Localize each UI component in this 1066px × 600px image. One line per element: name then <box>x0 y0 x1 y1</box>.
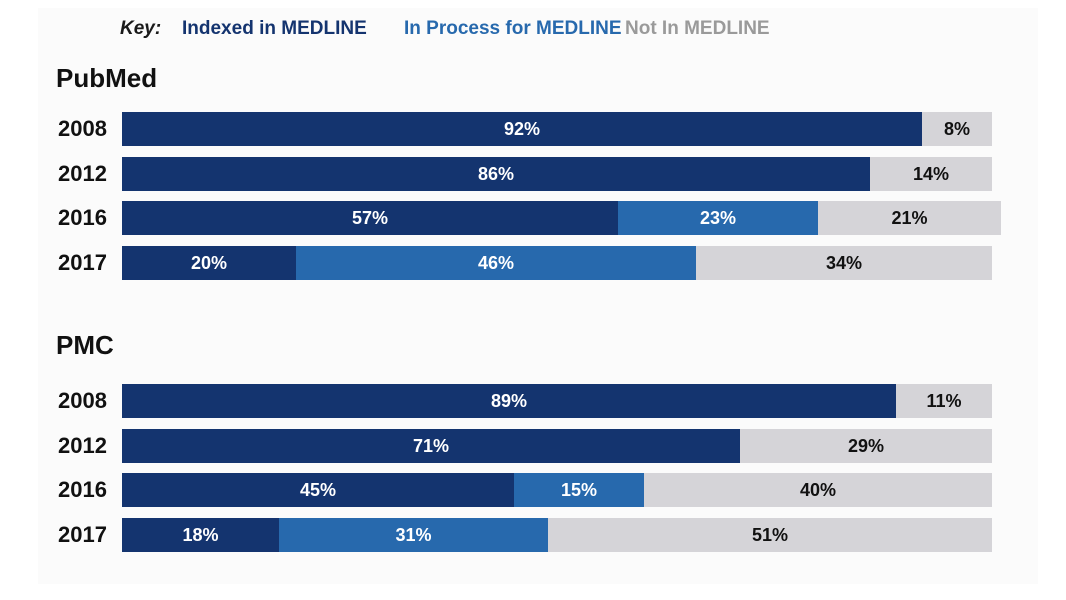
pmc-year-label: 2017 <box>58 522 107 547</box>
pmc-not-in-segment: 11% <box>896 384 992 418</box>
pmc-not-in-segment: 40% <box>644 473 992 507</box>
key-title: Key: <box>120 18 162 39</box>
pubmed-indexed-segment: 92% <box>122 112 922 146</box>
pmc-bar-2008: 89% 11% <box>122 384 992 418</box>
pmc-indexed-segment: 45% <box>122 473 514 507</box>
pmc-chart-title: PMC <box>56 330 114 360</box>
pmc-bar-2012: 71% 29% <box>122 429 992 463</box>
key-indexed-in-medline: Indexed in MEDLINE <box>182 18 367 39</box>
pubmed-chart-title: PubMed <box>56 63 158 93</box>
pubmed-year-label: 2008 <box>58 116 107 141</box>
pubmed-indexed-segment: 86% <box>122 157 870 191</box>
pubmed-bar-2008: 92% 8% <box>122 112 992 146</box>
pmc-bar-2017: 18% 31% 51% <box>122 518 992 552</box>
pubmed-indexed-segment: 20% <box>122 246 296 280</box>
pubmed-bar-2017: 20% 46% 34% <box>122 246 992 280</box>
key-not-in-medline: Not In MEDLINE <box>625 18 770 39</box>
pmc-year-label: 2016 <box>58 477 107 502</box>
pmc-in-process-segment: 31% <box>279 518 548 552</box>
pmc-year-label: 2012 <box>58 433 107 458</box>
pmc-not-in-segment: 51% <box>548 518 992 552</box>
pubmed-year-label: 2012 <box>58 161 107 186</box>
pubmed-not-in-segment: 34% <box>696 246 992 280</box>
pubmed-not-in-segment: 14% <box>870 157 992 191</box>
pubmed-in-process-segment: 46% <box>296 246 696 280</box>
pubmed-in-process-segment: 23% <box>618 201 818 235</box>
pmc-not-in-segment: 29% <box>740 429 992 463</box>
pubmed-indexed-segment: 57% <box>122 201 618 235</box>
pmc-indexed-segment: 89% <box>122 384 896 418</box>
pmc-indexed-segment: 71% <box>122 429 740 463</box>
pubmed-not-in-segment: 21% <box>818 201 1001 235</box>
pubmed-bar-2016: 57% 23% 21% <box>122 201 1001 235</box>
pubmed-year-label: 2017 <box>58 250 107 275</box>
pmc-indexed-segment: 18% <box>122 518 279 552</box>
pmc-year-label: 2008 <box>58 388 107 413</box>
key-in-process-for-medline: In Process for MEDLINE <box>404 18 622 39</box>
pubmed-bar-2012: 86% 14% <box>122 157 992 191</box>
pubmed-year-label: 2016 <box>58 205 107 230</box>
pmc-bar-2016: 45% 15% 40% <box>122 473 992 507</box>
pubmed-not-in-segment: 8% <box>922 112 992 146</box>
pmc-in-process-segment: 15% <box>514 473 644 507</box>
